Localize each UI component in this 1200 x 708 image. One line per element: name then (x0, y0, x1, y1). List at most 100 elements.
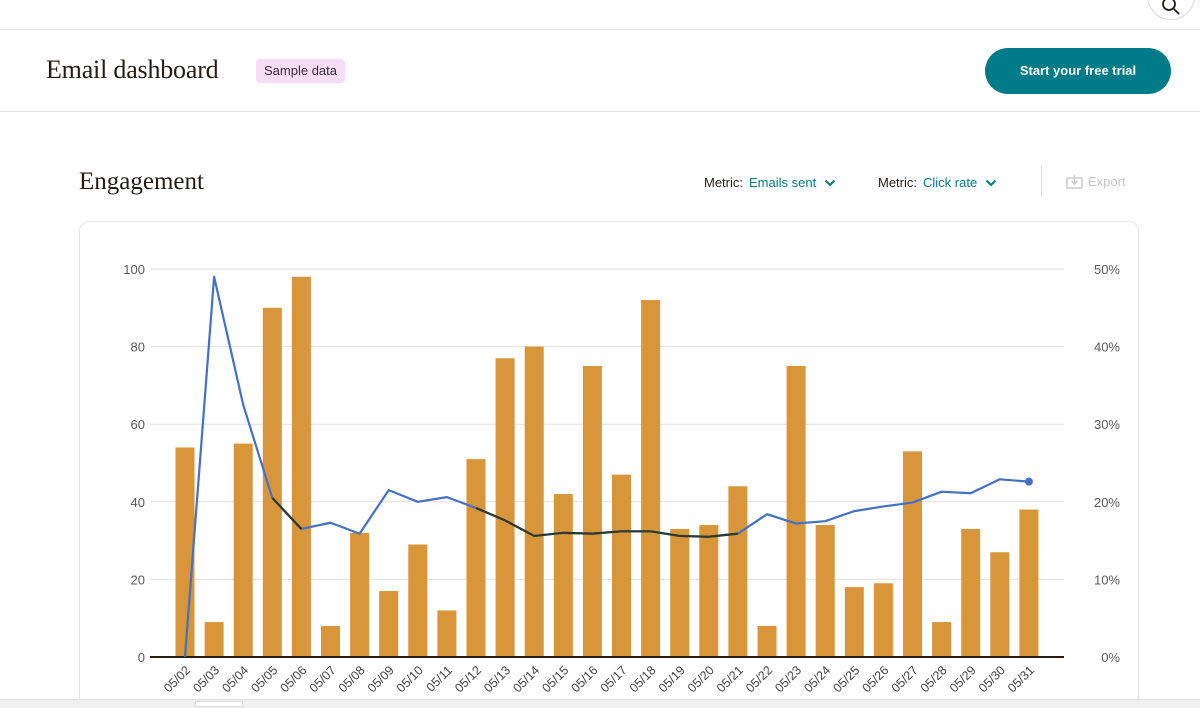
x-tick-label: 05/13 (481, 663, 513, 695)
search-button[interactable] (1147, 0, 1195, 20)
metric-value: Emails sent (749, 175, 817, 190)
bar (932, 622, 952, 657)
chevron-down-icon (824, 179, 836, 186)
bar (437, 610, 457, 657)
toolbar-divider (1041, 166, 1042, 196)
x-tick-label: 05/30 (976, 663, 1008, 695)
x-tick-label: 05/26 (860, 663, 892, 695)
line-segment-over-bar (271, 497, 303, 530)
y-tick-label: 60 (131, 417, 145, 432)
x-tick-label: 05/28 (918, 663, 950, 695)
bar (961, 528, 981, 657)
x-tick-label: 05/16 (569, 663, 601, 695)
export-button[interactable]: Export (1066, 174, 1126, 189)
top-bar (0, 0, 1200, 30)
x-tick-label: 05/25 (830, 663, 862, 695)
bar (553, 494, 573, 657)
bar (670, 528, 690, 657)
metric-label: Metric: (704, 175, 743, 190)
horizontal-scrollbar[interactable] (0, 699, 1200, 708)
bar (903, 451, 922, 657)
x-tick-label: 05/29 (947, 663, 979, 695)
sample-data-badge: Sample data (256, 59, 345, 83)
bar (815, 525, 835, 657)
bar (379, 591, 399, 657)
bar (495, 358, 515, 657)
scrollbar-thumb[interactable] (195, 701, 243, 707)
bar (524, 346, 544, 657)
engagement-chart: 0204060801000%10%20%30%40%50%05/0205/030… (123, 262, 1120, 695)
bar (204, 622, 224, 657)
line-segment-over-bar (592, 530, 622, 535)
x-tick-label: 05/31 (1005, 663, 1037, 695)
bar (612, 474, 631, 657)
line-segment-over-bar (534, 531, 564, 538)
bar (582, 366, 602, 657)
bar (728, 486, 748, 657)
bar (873, 583, 893, 657)
x-tick-label: 05/19 (656, 663, 688, 695)
x-tick-label: 05/23 (772, 663, 804, 695)
search-icon (1162, 0, 1180, 15)
x-tick-label: 05/03 (190, 663, 222, 695)
bar (641, 300, 661, 657)
x-tick-label: 05/09 (365, 663, 397, 695)
x-tick-label: 05/10 (394, 663, 426, 695)
line-segment-over-bar (708, 532, 739, 538)
line-series (183, 275, 1029, 658)
metric-emails-sent-dropdown[interactable]: Metric: Emails sent (704, 175, 836, 190)
y2-tick-label: 0% (1101, 650, 1120, 665)
line-segment-over-bar (504, 519, 535, 537)
y-tick-label: 20 (131, 572, 145, 587)
x-tick-label: 05/08 (336, 663, 368, 695)
bar (699, 525, 719, 657)
x-tick-label: 05/11 (424, 663, 455, 694)
y-tick-label: 100 (123, 262, 145, 277)
x-tick-label: 05/18 (627, 663, 659, 695)
bar (233, 443, 253, 657)
x-tick-label: 05/24 (801, 663, 833, 695)
y2-tick-label: 40% (1094, 340, 1120, 355)
line-segment-over-bar (563, 531, 593, 535)
y-tick-label: 0 (138, 650, 145, 665)
y2-tick-label: 10% (1094, 572, 1120, 587)
bar (321, 625, 340, 657)
y2-tick-label: 30% (1094, 417, 1120, 432)
engagement-chart-card: 0 20 40 60 80 100 0% 10% 20% 30% 40% 50% 05/02 05/03 0… (79, 221, 1139, 708)
bar (990, 552, 1010, 657)
x-tick-label: 05/15 (539, 663, 571, 695)
y-tick-label: 80 (131, 340, 145, 355)
page-title: Email dashboard (46, 55, 219, 84)
x-tick-label: 05/02 (161, 663, 193, 695)
bar (408, 544, 428, 657)
x-tick-label: 05/20 (685, 663, 717, 695)
line-segment-over-bar (650, 530, 680, 538)
x-tick-label: 05/14 (510, 663, 542, 695)
bar (1019, 509, 1039, 657)
line-segment-over-bar (679, 534, 709, 538)
bar (466, 459, 486, 657)
bar (786, 366, 806, 657)
export-label: Export (1088, 174, 1126, 189)
x-tick-label: 05/12 (452, 663, 484, 695)
bar (175, 447, 195, 657)
x-tick-label: 05/06 (278, 663, 310, 695)
export-icon (1066, 175, 1083, 189)
line-segment-over-bar (475, 506, 506, 522)
page-header: Email dashboard Sample data Start your f… (0, 30, 1200, 112)
x-tick-label: 05/21 (714, 663, 746, 695)
engagement-title: Engagement (79, 168, 204, 195)
bar (291, 276, 311, 657)
x-tick-label: 05/07 (307, 663, 339, 695)
x-tick-label: 05/04 (219, 663, 251, 695)
chevron-down-icon (985, 179, 997, 186)
y-tick-label: 40 (131, 495, 145, 510)
line-end-point (1024, 477, 1033, 486)
start-free-trial-button[interactable]: Start your free trial (985, 48, 1171, 94)
bar (757, 625, 777, 657)
bar (844, 587, 864, 657)
x-tick-label: 05/17 (598, 663, 630, 695)
y2-tick-label: 20% (1094, 495, 1120, 510)
x-tick-label: 05/22 (743, 663, 775, 695)
metric-click-rate-dropdown[interactable]: Metric: Click rate (878, 175, 997, 190)
